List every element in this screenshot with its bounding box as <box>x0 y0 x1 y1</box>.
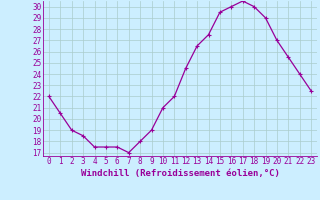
X-axis label: Windchill (Refroidissement éolien,°C): Windchill (Refroidissement éolien,°C) <box>81 169 279 178</box>
